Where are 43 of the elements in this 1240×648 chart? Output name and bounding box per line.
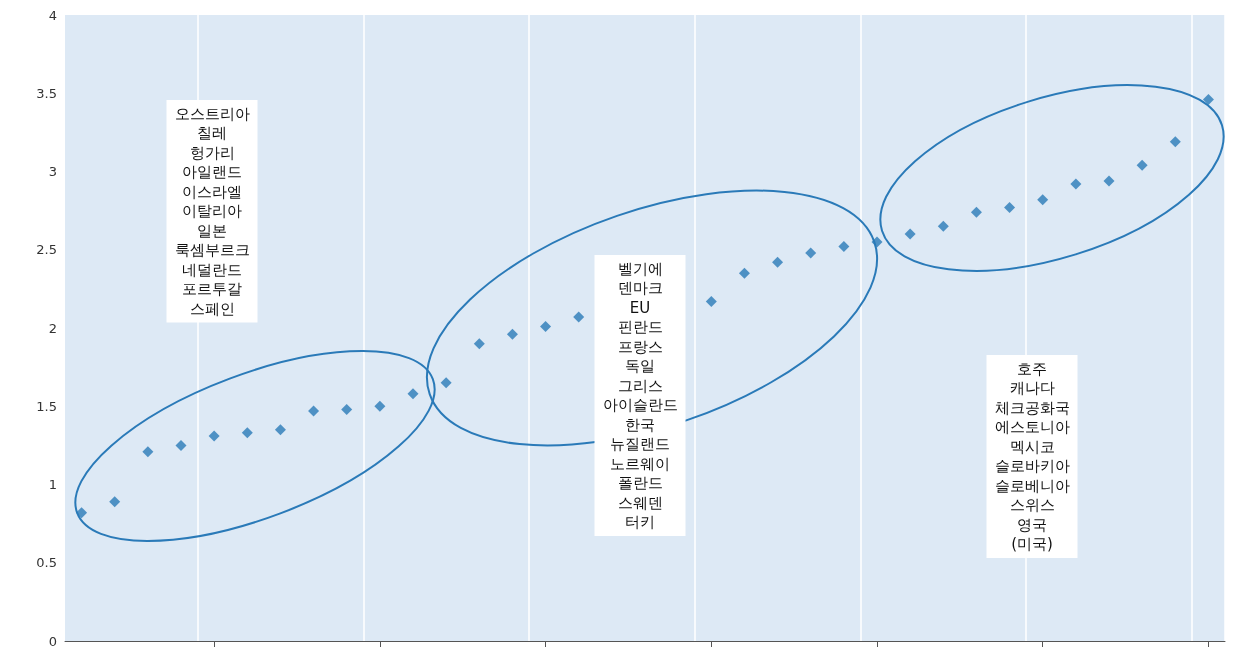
point: [1070, 178, 1082, 190]
text: 벨기에 덴마크 EU 핀란드 프랑스 독일 그리스 아이슬란드 한국 뉴질랜드 노르웨이 폴란드 스웨덴 터키: [602, 259, 678, 532]
point: [573, 311, 585, 323]
y-tick-label: 0.5: [36, 555, 57, 571]
point: [142, 446, 154, 458]
point: [208, 430, 220, 442]
point: [341, 403, 353, 415]
point: [374, 400, 386, 412]
point: [805, 247, 817, 259]
y-tick-label: 2.5: [36, 242, 57, 258]
point: [407, 388, 419, 400]
point: [970, 206, 982, 218]
y-tick-label: 3.5: [36, 85, 57, 101]
point: [772, 256, 784, 268]
y-tick-label: 2: [48, 320, 57, 336]
point: [540, 320, 552, 332]
y-tick-label: 0: [48, 633, 57, 648]
point: [241, 427, 253, 439]
point: [1037, 194, 1049, 206]
point: [738, 267, 750, 279]
point: [473, 338, 485, 350]
point: [1202, 94, 1214, 106]
point: [1169, 136, 1181, 148]
y-tick-label: 1: [48, 477, 57, 492]
point: [838, 241, 850, 253]
point: [937, 220, 949, 232]
y-tick-label: 3: [48, 164, 57, 179]
point: [175, 439, 187, 451]
point: [109, 496, 121, 508]
text: 오스트리아 칠레 헝가리 아일랜드 이스라엘 이탈리아 일본 룩셈부르크 네덜란드 포르투갈 스페인: [174, 104, 250, 318]
point: [76, 507, 88, 519]
point: [705, 295, 717, 307]
y-tick-label: 4: [48, 7, 57, 23]
point: [1103, 175, 1115, 187]
point: [440, 377, 452, 389]
point: [1136, 159, 1148, 171]
point: [1004, 201, 1016, 213]
text: 호주 캐나다 체크공화국 에스토니아 멕시코 슬로바키아 슬로베니아 스위스 영국 (미국): [994, 359, 1070, 554]
point: [308, 405, 320, 417]
y-tick-label: 1.5: [36, 398, 57, 414]
point: [904, 228, 916, 240]
point: [506, 328, 518, 340]
point: [274, 424, 286, 436]
